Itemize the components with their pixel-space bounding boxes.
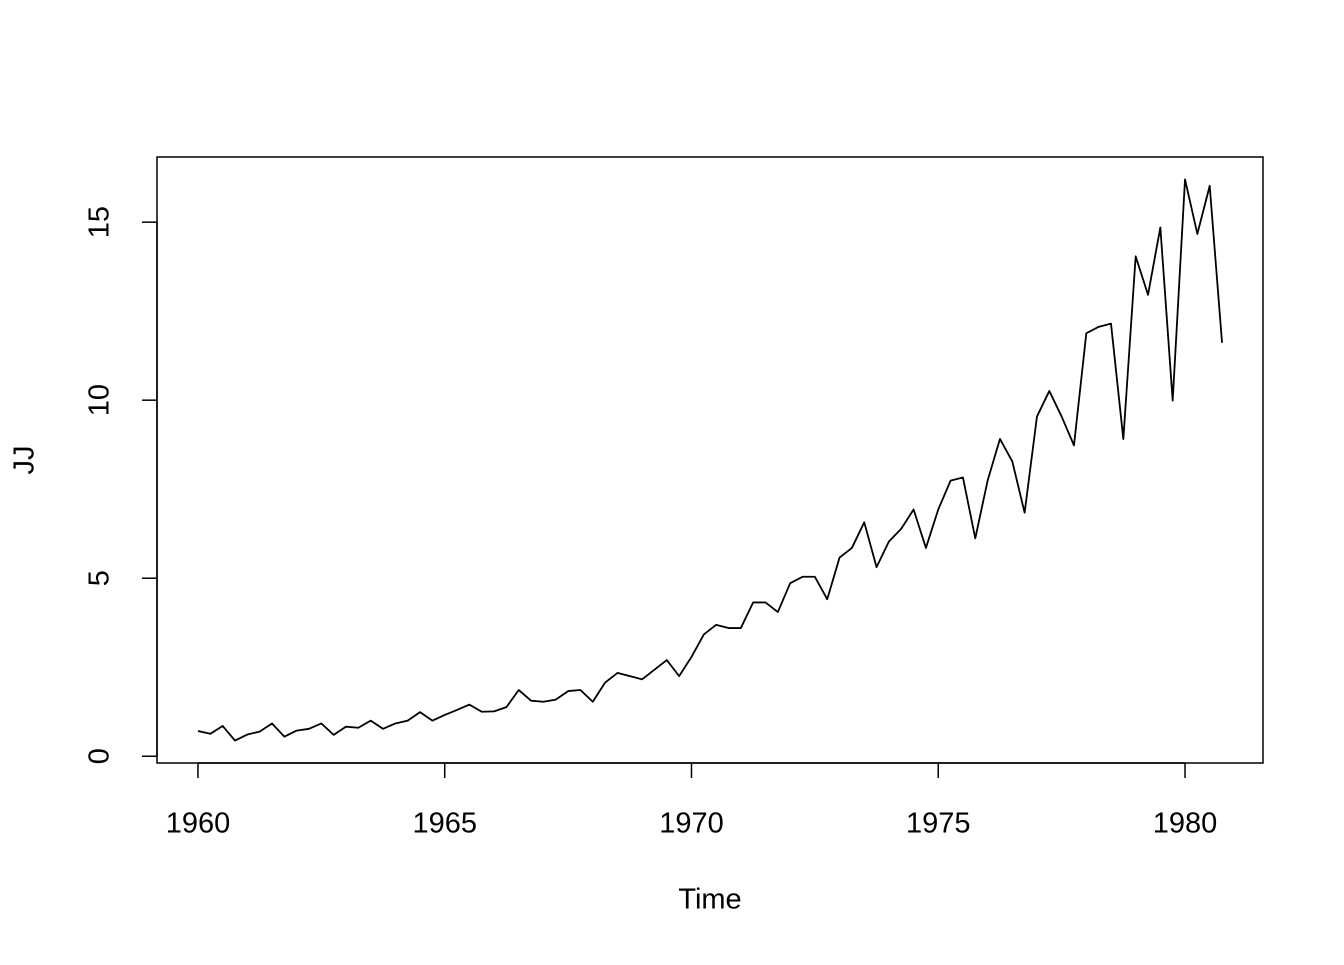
line-series bbox=[197, 178, 1223, 742]
x-tick-label: 1980 bbox=[1153, 808, 1218, 840]
x-axis-label: Time bbox=[678, 884, 741, 916]
x-tick-label: 1960 bbox=[166, 808, 231, 840]
y-axis-label: JJ bbox=[9, 446, 41, 475]
y-tick-label: 15 bbox=[84, 206, 116, 238]
plot-frame bbox=[156, 156, 1264, 764]
x-tick-label: 1975 bbox=[906, 808, 971, 840]
x-tick-label: 1970 bbox=[659, 808, 724, 840]
y-tick-label: 0 bbox=[84, 748, 116, 764]
x-tick-label: 1965 bbox=[412, 808, 477, 840]
y-tick-label: 10 bbox=[84, 384, 116, 416]
y-tick-label: 5 bbox=[84, 570, 116, 586]
